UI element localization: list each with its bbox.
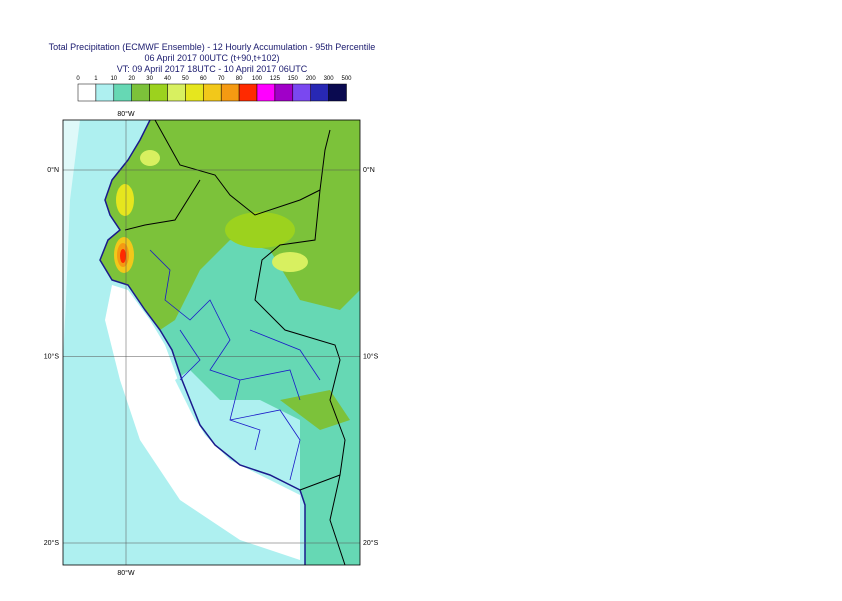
rain-cell <box>225 212 295 248</box>
colorbar-box <box>220 83 240 102</box>
colorbar-label: 0 <box>76 76 80 82</box>
rain-cell <box>140 150 160 166</box>
lat-label: 20°S <box>44 539 60 547</box>
colorbar-label: 125 <box>270 76 281 82</box>
colorbar-box <box>238 83 258 102</box>
colorbar-label: 40 <box>164 76 171 82</box>
coastline <box>99 120 306 565</box>
colorbar-box <box>256 83 276 102</box>
title-line: VT: 09 April 2017 18UTC - 10 April 2017 … <box>117 64 308 74</box>
colorbar-box <box>292 83 311 102</box>
lat-label: 0°N <box>363 166 375 174</box>
colorbar-label: 50 <box>182 76 189 82</box>
lat-label: 20°S <box>363 539 379 547</box>
green-area <box>280 390 350 430</box>
lat-label: 10°S <box>44 353 60 361</box>
colorbar-box <box>95 83 115 102</box>
map-frame <box>62 119 361 566</box>
colorbar-box <box>185 83 204 102</box>
colorbar-label: 300 <box>324 76 335 82</box>
colorbar-box <box>113 83 132 102</box>
lat-label: 0°N <box>47 166 59 174</box>
colorbar-box <box>77 83 97 102</box>
colorbar-box <box>274 83 294 102</box>
colorbar-label: 500 <box>341 76 352 82</box>
map <box>63 120 360 565</box>
colorbar-box <box>131 83 150 102</box>
lat-label: 10°S <box>363 353 379 361</box>
colorbar-label: 60 <box>200 76 207 82</box>
white-patch <box>63 120 80 360</box>
light-area <box>175 370 300 490</box>
colorbar-label: 1 <box>94 76 98 82</box>
colorbar-box <box>310 83 329 102</box>
lon-label: 80°W <box>117 110 135 118</box>
title-line: Total Precipitation (ECMWF Ensemble) - 1… <box>49 42 376 52</box>
colorbar-label: 20 <box>128 76 135 82</box>
colorbar-label: 10 <box>110 76 117 82</box>
rain-cell <box>272 252 308 272</box>
colorbar-label: 80 <box>236 76 243 82</box>
rain-cell <box>120 249 126 263</box>
colorbar-label: 200 <box>306 76 317 82</box>
colorbar-box <box>203 83 222 102</box>
colorbar-box <box>328 83 347 102</box>
colorbar: 0 1 10 20 30 40 50 60 70 80 100 125 150 200 300 500 <box>76 76 352 102</box>
colorbar-label: 70 <box>218 76 225 82</box>
colorbar-label: 100 <box>252 76 263 82</box>
border <box>124 120 346 565</box>
rain-cell <box>116 184 134 216</box>
colorbar-label: 30 <box>146 76 153 82</box>
lon-label: 80°W <box>117 569 135 577</box>
department-border <box>149 249 321 481</box>
white-patch <box>105 285 300 560</box>
title-line: 06 April 2017 00UTC (t+90,t+102) <box>144 53 279 63</box>
colorbar-label: 150 <box>288 76 299 82</box>
colorbar-box <box>149 83 168 102</box>
colorbar-box <box>167 83 186 102</box>
